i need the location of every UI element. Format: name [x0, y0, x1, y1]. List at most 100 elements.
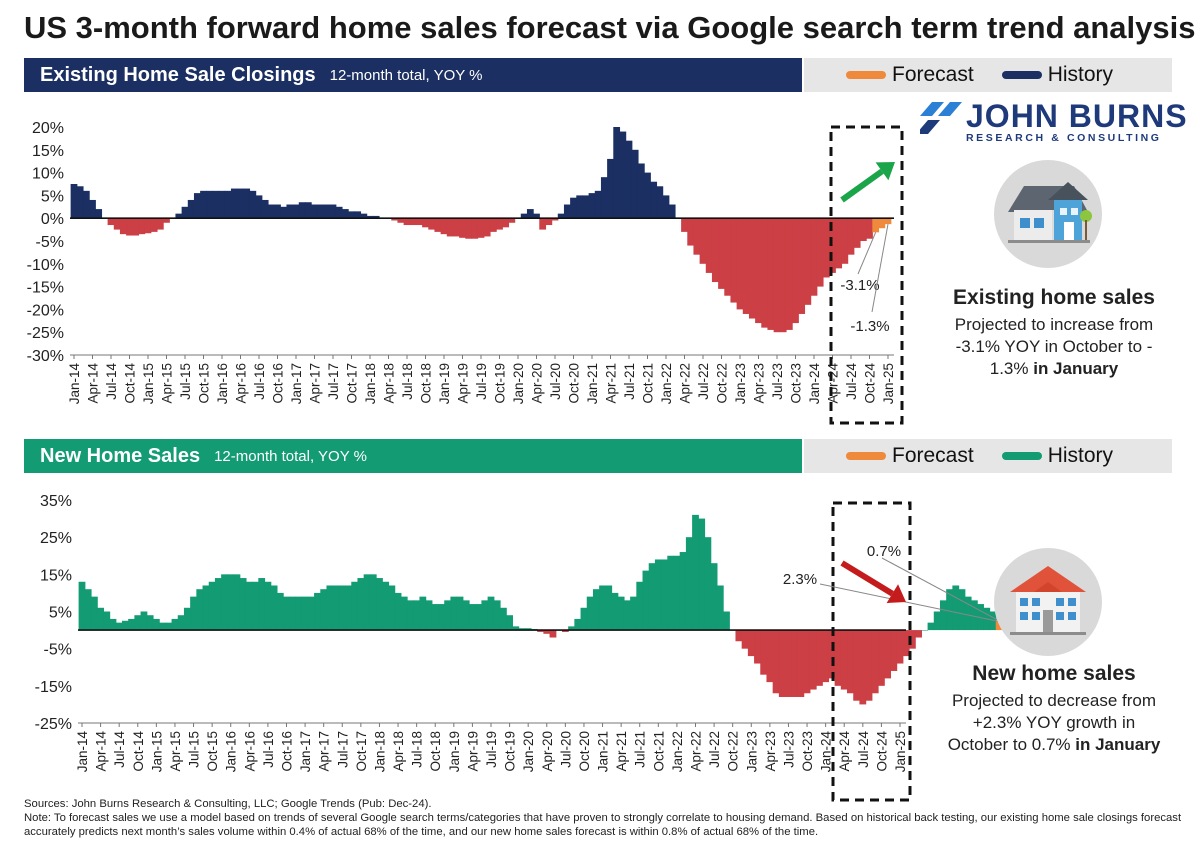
history-bar: [834, 630, 842, 686]
history-bar: [760, 630, 768, 675]
history-bar: [329, 204, 337, 219]
history-bar: [489, 218, 497, 232]
history-bar: [496, 218, 503, 230]
history-swatch: [1001, 452, 1042, 460]
annotation-leader: [857, 232, 877, 275]
x-tick-label: Apr-24: [826, 363, 841, 404]
history-bar: [798, 218, 806, 314]
x-tick-label: Apr-20: [540, 731, 555, 772]
summary-line: 1.3% in January: [989, 359, 1119, 378]
brand-subtitle: RESEARCH & CONSULTING: [966, 132, 1162, 144]
history-bar: [388, 585, 396, 631]
history-bar: [422, 218, 429, 228]
history-bar: [716, 585, 724, 631]
x-tick-label: Apr-14: [94, 731, 109, 772]
history-bar: [520, 213, 528, 219]
history-bar: [181, 206, 189, 219]
history-bar: [115, 622, 123, 631]
increase-arrow-icon: [840, 168, 884, 203]
y-tick-label: -15%: [35, 679, 72, 696]
x-tick-label: Oct-22: [715, 363, 730, 404]
history-bar: [705, 218, 713, 273]
x-tick-label: Jan-15: [149, 731, 164, 772]
history-bar: [475, 604, 483, 631]
history-bar: [644, 172, 651, 219]
x-tick-label: Jul-20: [558, 731, 573, 768]
y-tick-label: 35%: [40, 493, 72, 510]
history-bar: [360, 213, 368, 219]
history-bar: [508, 218, 516, 223]
history-bar: [177, 615, 185, 631]
existing-sales-summary: Existing home sales Projected to increas…: [934, 286, 1174, 380]
history-bar: [518, 628, 526, 631]
existing-sales-title-bar: Existing Home Sale Closings 12-month tot…: [24, 58, 802, 92]
history-bar: [748, 218, 756, 319]
history-bar: [413, 600, 421, 631]
history-bar: [847, 218, 855, 255]
history-bar: [977, 604, 984, 631]
y-tick-label: 0%: [41, 211, 64, 228]
y-tick-label: -10%: [27, 257, 64, 274]
history-bar: [230, 188, 238, 219]
history-bar: [103, 611, 111, 631]
annotation-leader: [871, 224, 889, 313]
summary-bold: in January: [1033, 359, 1119, 378]
history-bar: [890, 630, 898, 671]
legend-forecast-label: Forecast: [892, 63, 974, 86]
history-bar: [183, 607, 191, 631]
new-sales-summary-heading: New home sales: [972, 662, 1136, 685]
x-tick-label: Jan-15: [141, 363, 156, 404]
history-bar: [107, 218, 115, 226]
x-tick-label: Jan-19: [437, 363, 452, 404]
y-tick-label: 20%: [32, 120, 64, 137]
history-bar: [933, 611, 941, 631]
history-bar: [446, 218, 454, 237]
new-sales-summary: New home sales Projected to decrease fro…: [934, 662, 1174, 756]
summary-line: -3.1% YOY in October to -: [955, 337, 1153, 356]
history-bar: [126, 218, 133, 236]
history-bar: [673, 555, 681, 631]
history-bar: [224, 190, 232, 219]
history-bar: [283, 596, 290, 631]
history-bar: [568, 626, 575, 631]
existing-sales-chart: 20%15%10%5%0%-5%-10%-15%-20%-25%-30%Jan-…: [27, 120, 904, 425]
history-bar: [576, 195, 584, 219]
history-bar: [187, 199, 195, 219]
x-tick-label: Jan-16: [224, 731, 239, 772]
x-tick-label: Apr-21: [614, 731, 629, 772]
history-bar: [295, 596, 303, 631]
history-bar: [685, 537, 693, 631]
x-tick-label: Oct-21: [651, 731, 666, 772]
history-bar: [218, 190, 226, 219]
history-bar: [193, 193, 201, 219]
x-tick-label: Jan-24: [819, 731, 834, 773]
legend-history-label: History: [1047, 444, 1114, 467]
history-bar: [668, 204, 676, 219]
history-bar: [698, 518, 706, 631]
history-bar: [866, 218, 873, 239]
history-bar: [735, 630, 743, 642]
history-bar: [258, 578, 266, 631]
history-bar: [407, 600, 414, 631]
summary-line: October to 0.7% in January: [947, 735, 1161, 754]
history-bar: [539, 218, 547, 230]
logo-mark-icon: [920, 102, 962, 134]
history-bar: [338, 585, 346, 631]
history-bar: [766, 630, 774, 683]
history-bar: [630, 596, 637, 631]
x-tick-label: Jul-24: [856, 731, 871, 768]
history-bar: [243, 188, 251, 219]
x-tick-label: Jan-14: [75, 731, 90, 773]
x-tick-label: Oct-16: [271, 363, 286, 404]
history-bar: [78, 581, 86, 631]
history-bar: [902, 630, 910, 657]
history-bar: [469, 604, 476, 631]
summary-line: +2.3% YOY growth in: [972, 713, 1136, 732]
history-bar: [165, 622, 173, 631]
history-bar: [662, 195, 670, 219]
y-tick-label: -30%: [27, 348, 64, 365]
history-bar: [132, 218, 140, 236]
x-tick-label: Jul-14: [112, 731, 127, 768]
history-bar: [767, 218, 775, 330]
history-bar: [625, 140, 633, 219]
